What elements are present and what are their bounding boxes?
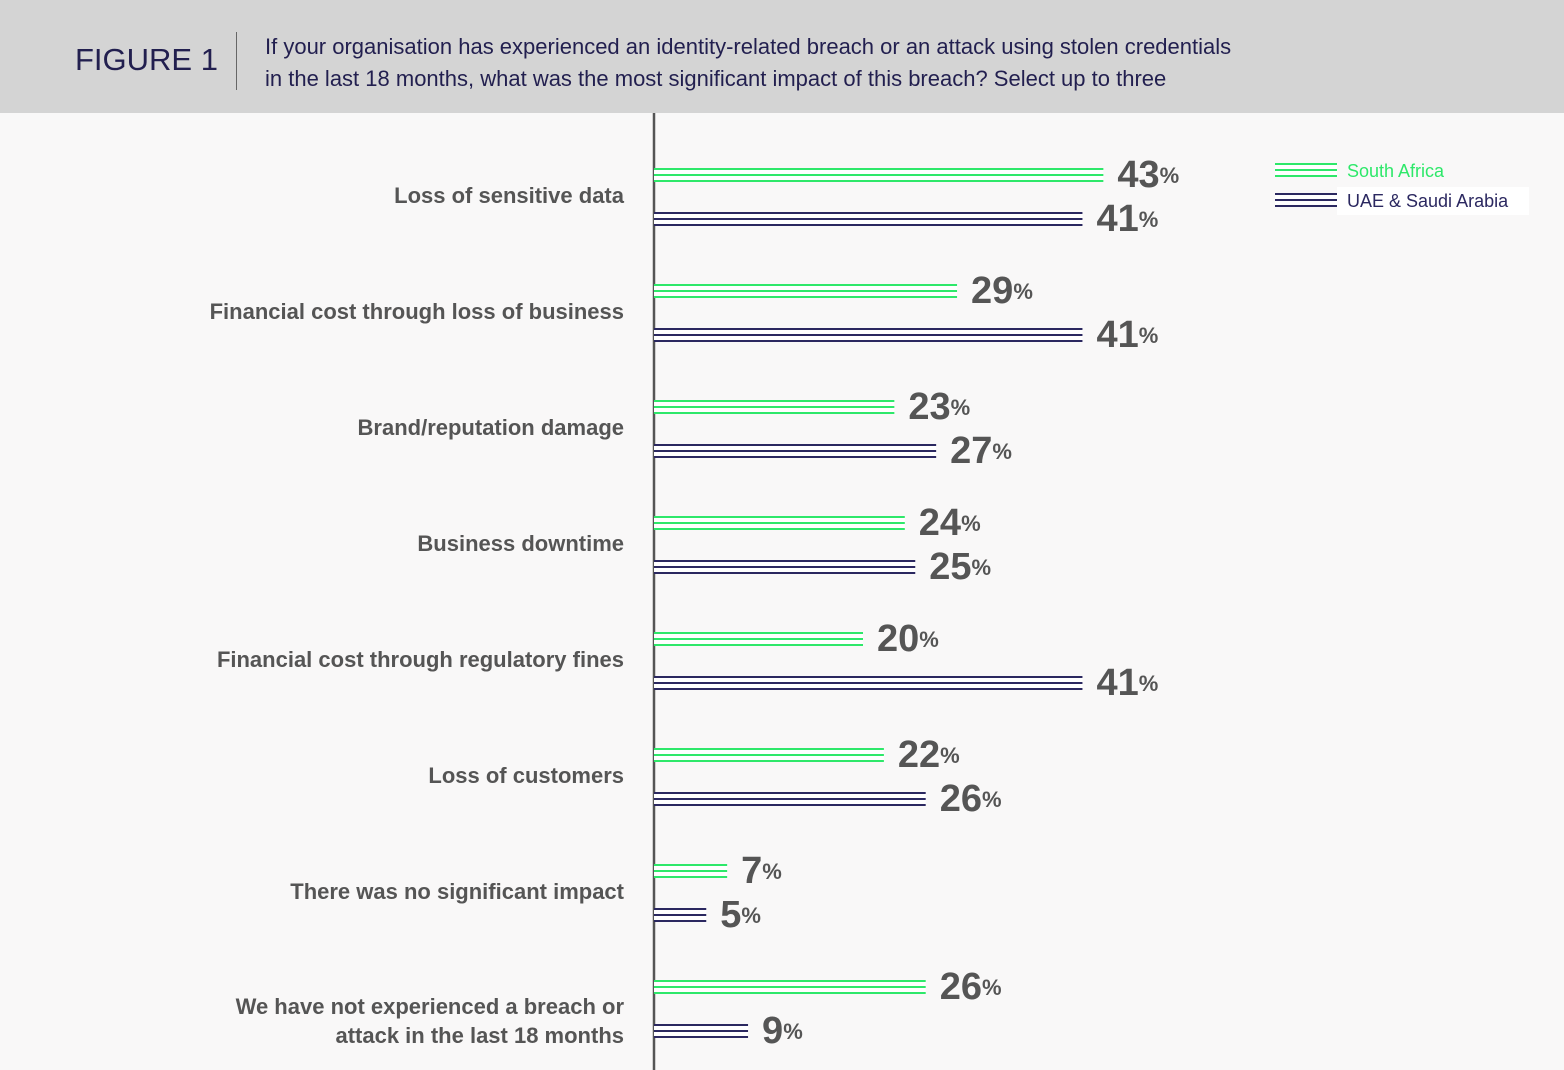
legend-label: South Africa xyxy=(1347,161,1445,181)
bar xyxy=(654,400,895,414)
value-label: 41% xyxy=(1096,198,1158,240)
category-label: Brand/reputation damage xyxy=(357,414,624,440)
bar xyxy=(654,1024,749,1038)
value-label: 22% xyxy=(898,734,960,776)
value-label: 26% xyxy=(940,966,1002,1008)
value-label: 23% xyxy=(908,386,970,428)
value-label: 41% xyxy=(1096,662,1158,704)
category-label: Loss of customers xyxy=(428,762,624,788)
bar xyxy=(654,212,1083,226)
value-label: 26% xyxy=(940,778,1002,820)
value-label: 7% xyxy=(741,850,782,892)
bar xyxy=(654,980,926,994)
value-label: 41% xyxy=(1096,314,1158,356)
category-label: Financial cost through regulatory fines xyxy=(216,646,624,672)
bar xyxy=(654,560,916,574)
bar xyxy=(654,908,707,922)
value-label: 29% xyxy=(971,270,1033,312)
category-label: There was no significant impact xyxy=(290,878,624,904)
legend-bg xyxy=(1337,187,1529,215)
value-label: 9% xyxy=(762,1010,803,1052)
bar xyxy=(654,632,863,646)
category-label: Financial cost through loss of business xyxy=(209,298,624,324)
value-label: 24% xyxy=(919,502,981,544)
bar xyxy=(654,328,1083,342)
bar xyxy=(654,676,1083,690)
bar xyxy=(654,444,937,458)
bar xyxy=(654,516,905,530)
legend-label: UAE & Saudi Arabia xyxy=(1347,191,1509,211)
category-label: We have not experienced a breach or atta… xyxy=(235,994,624,1048)
category-label: Loss of sensitive data xyxy=(394,182,624,208)
value-label: 20% xyxy=(877,618,939,660)
bar xyxy=(654,748,884,762)
legend-swatch xyxy=(1275,163,1337,177)
legend-swatch xyxy=(1275,193,1337,207)
bar xyxy=(654,792,926,806)
bar xyxy=(654,864,728,878)
bar xyxy=(654,284,958,298)
value-label: 43% xyxy=(1117,154,1179,196)
bar xyxy=(654,168,1104,182)
chart-title: If your organisation has experienced an … xyxy=(265,34,1232,91)
header: FIGURE 1 If your organisation has experi… xyxy=(0,0,1564,113)
value-label: 25% xyxy=(929,546,991,588)
category-label: Business downtime xyxy=(417,530,624,556)
divider xyxy=(236,32,237,90)
value-label: 5% xyxy=(720,894,761,936)
figure-label: FIGURE 1 xyxy=(75,42,218,77)
value-label: 27% xyxy=(950,430,1012,472)
